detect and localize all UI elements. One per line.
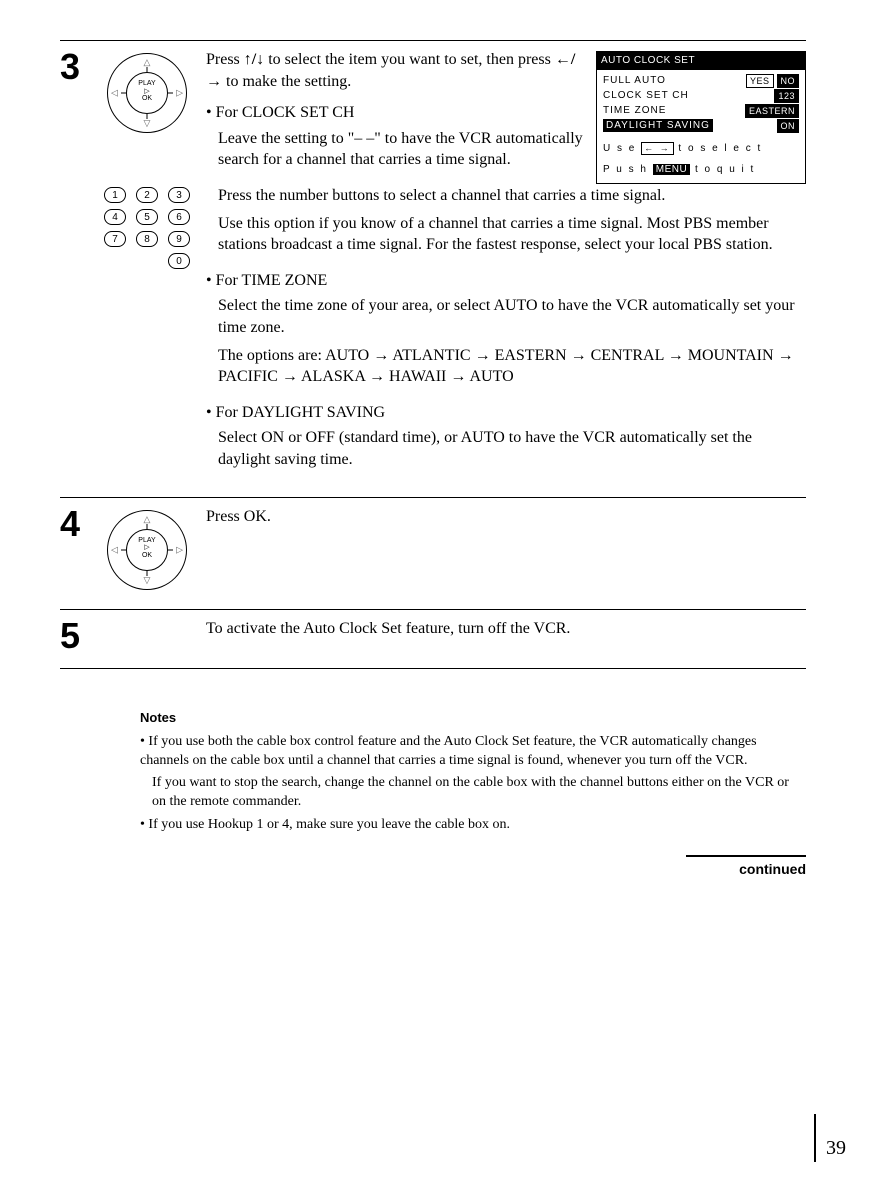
osd-screen: AUTO CLOCK SET FULL AUTO YES NO CLOCK SE… <box>596 51 806 184</box>
key-8: 8 <box>136 231 158 247</box>
step-4-body: Press OK. <box>206 506 806 598</box>
notes-title: Notes <box>140 709 796 727</box>
osd-row-full-auto: FULL AUTO YES NO <box>603 74 799 88</box>
step-3-body: AUTO CLOCK SET FULL AUTO YES NO CLOCK SE… <box>206 49 806 485</box>
step-5: 5 To activate the Auto Clock Set feature… <box>60 609 806 669</box>
notes-section: Notes If you use both the cable box cont… <box>140 709 796 835</box>
step-5-text: To activate the Auto Clock Set feature, … <box>206 618 806 640</box>
osd-row-daylight-saving: DAYLIGHT SAVING ON <box>603 119 799 133</box>
dpad-center-label: PLAY▷OK <box>134 537 160 563</box>
daylight-saving-p1: Select ON or OFF (standard time), or AUT… <box>218 427 806 470</box>
osd-row-time-zone: TIME ZONE EASTERN <box>603 104 799 118</box>
dpad-right-icon: ▷ <box>176 88 183 99</box>
time-zone-p1: Select the time zone of your area, or se… <box>218 295 806 338</box>
step-4-text: Press OK. <box>206 506 806 528</box>
step-number: 3 <box>60 49 88 85</box>
note-1: If you use both the cable box control fe… <box>140 733 796 771</box>
key-0: 0 <box>168 253 190 269</box>
key-4: 4 <box>104 209 126 225</box>
clock-set-ch-p1: Leave the setting to "– –" to have the V… <box>218 128 586 171</box>
bullet-time-zone: For TIME ZONE <box>206 270 806 292</box>
step-number: 4 <box>60 506 88 542</box>
key-6: 6 <box>168 209 190 225</box>
step-3-intro: Press ↑/↓ to select the item you want to… <box>206 49 586 92</box>
key-3: 3 <box>168 187 190 203</box>
continued-label: continued <box>686 855 806 877</box>
note-1b: If you want to stop the search, change t… <box>152 774 796 812</box>
key-5: 5 <box>136 209 158 225</box>
step-number: 5 <box>60 618 88 654</box>
bullet-clock-set-ch: For CLOCK SET CH <box>206 102 586 124</box>
step-3-icons: △ ▽ ◁ ▷ PLAY▷OK 1 2 3 4 5 6 7 8 9 0 <box>102 49 192 269</box>
page-number: 39 <box>814 1114 846 1162</box>
dpad-down-icon: ▽ <box>144 118 151 129</box>
dpad-left-icon: ◁ <box>111 88 118 99</box>
key-2: 2 <box>136 187 158 203</box>
key-9: 9 <box>168 231 190 247</box>
clock-set-ch-p3: Use this option if you know of a channel… <box>218 213 806 256</box>
note-2: If you use Hookup 1 or 4, make sure you … <box>140 816 796 835</box>
up-down-arrows-icon: ↑/↓ <box>244 51 264 68</box>
osd-title: AUTO CLOCK SET <box>597 52 805 70</box>
key-1: 1 <box>104 187 126 203</box>
key-7: 7 <box>104 231 126 247</box>
step-4: 4 △ ▽ ◁ ▷ PLAY▷OK Press OK. <box>60 497 806 610</box>
osd-row-clock-set-ch: CLOCK SET CH 123 <box>603 89 799 103</box>
dpad-center-label: PLAY▷OK <box>134 80 160 106</box>
number-keypad-icon: 1 2 3 4 5 6 7 8 9 0 <box>104 187 190 269</box>
arrows-icon: ← → <box>641 142 674 155</box>
bullet-daylight-saving: For DAYLIGHT SAVING <box>206 402 806 424</box>
clock-set-ch-p2: Press the number buttons to select a cha… <box>218 185 806 207</box>
step-5-body: To activate the Auto Clock Set feature, … <box>206 618 806 640</box>
step-4-icons: △ ▽ ◁ ▷ PLAY▷OK <box>102 506 192 590</box>
time-zone-p2: The options are: AUTO → ATLANTIC → EASTE… <box>218 345 806 388</box>
step-3: 3 △ ▽ ◁ ▷ PLAY▷OK 1 2 3 4 5 6 7 8 9 0 AU <box>60 40 806 497</box>
dpad-icon: △ ▽ ◁ ▷ PLAY▷OK <box>107 510 187 590</box>
dpad-icon: △ ▽ ◁ ▷ PLAY▷OK <box>107 53 187 133</box>
osd-footer: U s e ← → t o s e l e c t P u s h MENU t… <box>597 136 805 183</box>
